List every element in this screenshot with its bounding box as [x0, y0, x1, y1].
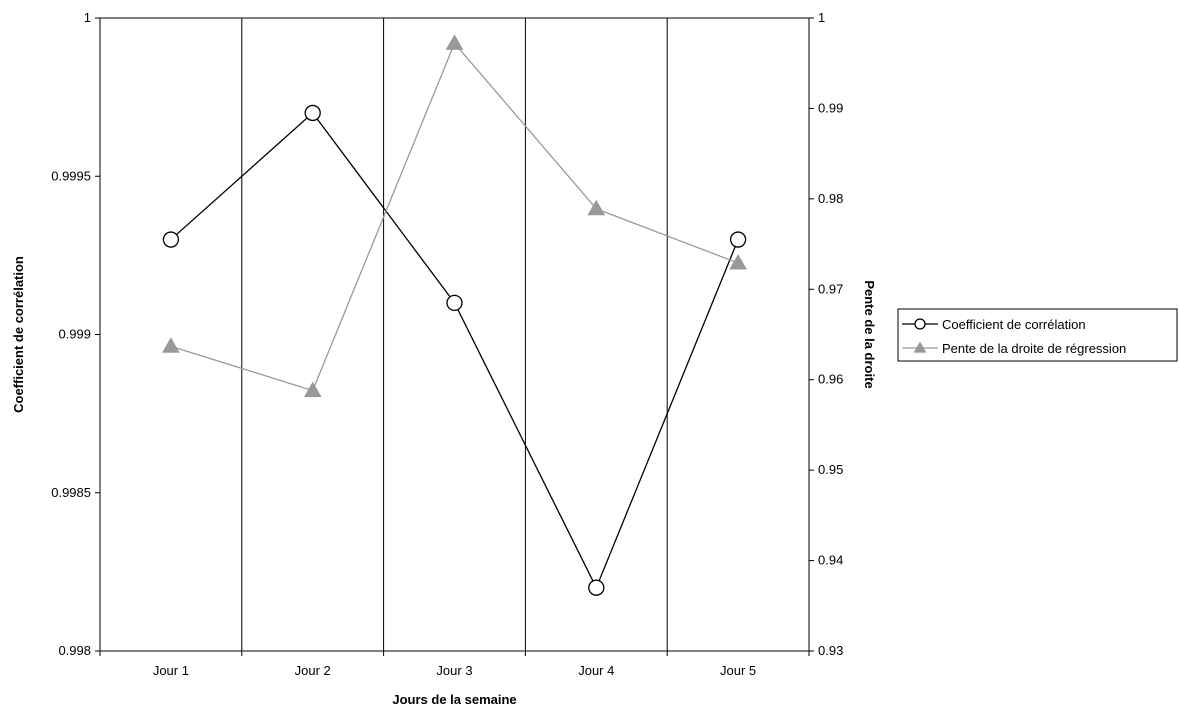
vertical-gridlines [241, 18, 668, 651]
x-axis: Jour 1 Jour 2 Jour 3 Jour 4 Jour 5 [99, 651, 810, 678]
data-point [303, 381, 322, 398]
legend-label: Pente de la droite de régression [942, 341, 1126, 356]
right-tick-label: 0.93 [818, 643, 843, 658]
right-y-axis: 0.93 0.94 0.95 0.96 0.97 0.98 0.99 1 [809, 10, 843, 658]
x-tick-label: Jour 2 [295, 663, 331, 678]
data-point [446, 294, 463, 312]
left-tick-label: 1 [84, 10, 91, 25]
legend: Coefficient de corrélation Pente de la dr… [897, 308, 1178, 362]
legend-label: Coefficient de corrélation [942, 317, 1086, 332]
data-point [304, 104, 321, 122]
right-tick-label: 1 [818, 10, 825, 25]
x-tick-label: Jour 4 [578, 663, 614, 678]
data-point [587, 199, 606, 216]
data-point [162, 231, 180, 248]
plot-area [99, 17, 810, 652]
left-tick-label: 0.9995 [51, 168, 91, 183]
right-tick-label: 0.98 [818, 191, 843, 206]
left-tick-label: 0.9985 [51, 485, 91, 500]
right-tick-label: 0.94 [818, 553, 843, 568]
series-line [170, 111, 739, 590]
left-y-axis-title: Coefficient de corrélation [11, 256, 26, 413]
right-tick-label: 0.97 [818, 281, 843, 296]
x-tick-label: Jour 1 [153, 663, 189, 678]
right-tick-label: 0.95 [818, 462, 843, 477]
legend-marker [914, 318, 926, 330]
data-point [162, 337, 180, 353]
legend-items: Coefficient de corrélation Pente de la dr… [902, 317, 1126, 356]
right-y-axis-title: Pente de la droite [862, 280, 877, 388]
x-tick-label: Jour 3 [436, 663, 472, 678]
left-y-axis: 0.998 0.9985 0.999 0.9995 1 [51, 10, 100, 658]
series-line [170, 42, 739, 392]
series-layer [162, 34, 747, 596]
right-tick-label: 0.99 [818, 100, 843, 115]
left-tick-label: 0.998 [58, 643, 91, 658]
data-point [588, 579, 605, 596]
legend-box [897, 308, 1178, 362]
x-tick-label: Jour 5 [720, 663, 756, 678]
x-axis-title: Jours de la semaine [392, 692, 516, 707]
data-point [729, 231, 747, 248]
legend-marker [913, 341, 927, 353]
data-point [445, 34, 464, 50]
left-tick-label: 0.999 [58, 327, 91, 342]
data-point [729, 254, 747, 270]
right-tick-label: 0.96 [818, 372, 843, 387]
